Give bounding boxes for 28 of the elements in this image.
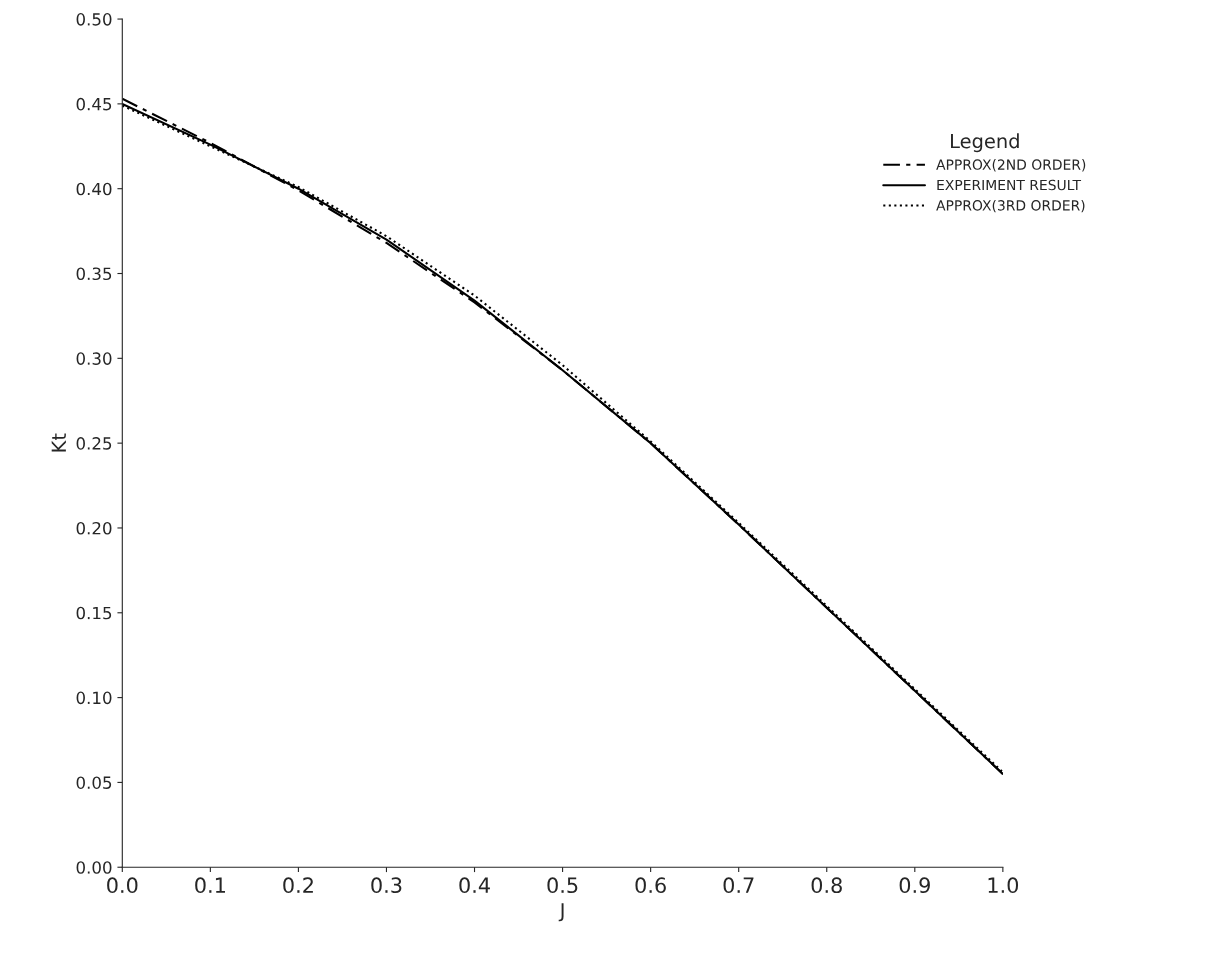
x-axis-title: J xyxy=(558,903,564,922)
y-tick-label: 0.45 xyxy=(76,97,112,111)
y-tick-label: 0.35 xyxy=(76,267,112,281)
x-tick-label: 0.1 xyxy=(195,877,225,894)
y-tick-label: 0.00 xyxy=(76,861,112,874)
y-tick-label: 0.10 xyxy=(76,691,112,705)
x-tick-label: 0.7 xyxy=(723,877,754,894)
x-tick-label: 0.5 xyxy=(547,877,578,894)
y-tick-label: 0.30 xyxy=(76,352,112,365)
x-tick-label: 0.6 xyxy=(635,877,666,894)
x-tick-label: 1.0 xyxy=(988,877,1019,894)
y-tick-label: 0.25 xyxy=(76,437,112,450)
x-tick-label: 0.2 xyxy=(283,877,313,894)
legend-label: APPROX(2ND ORDER) xyxy=(936,159,1086,172)
y-tick-label: 0.05 xyxy=(76,776,112,789)
x-tick-label: 0.0 xyxy=(107,877,138,894)
y-tick-label: 0.50 xyxy=(76,13,112,26)
legend-label: APPROX(3RD ORDER) xyxy=(936,199,1085,213)
legend-label: EXPERIMENT RESULT xyxy=(937,179,1082,191)
x-tick-label: 0.3 xyxy=(371,877,402,894)
y-tick-label: 0.20 xyxy=(76,521,112,535)
x-tick-label: 0.9 xyxy=(899,877,930,894)
y-tick-label: 0.15 xyxy=(76,606,112,620)
y-tick-label: 0.40 xyxy=(76,182,112,196)
x-tick-label: 0.4 xyxy=(459,877,490,894)
y-axis-title: Kt xyxy=(51,433,66,452)
x-tick-label: 0.8 xyxy=(811,877,842,894)
legend-title: Legend xyxy=(951,133,1019,153)
